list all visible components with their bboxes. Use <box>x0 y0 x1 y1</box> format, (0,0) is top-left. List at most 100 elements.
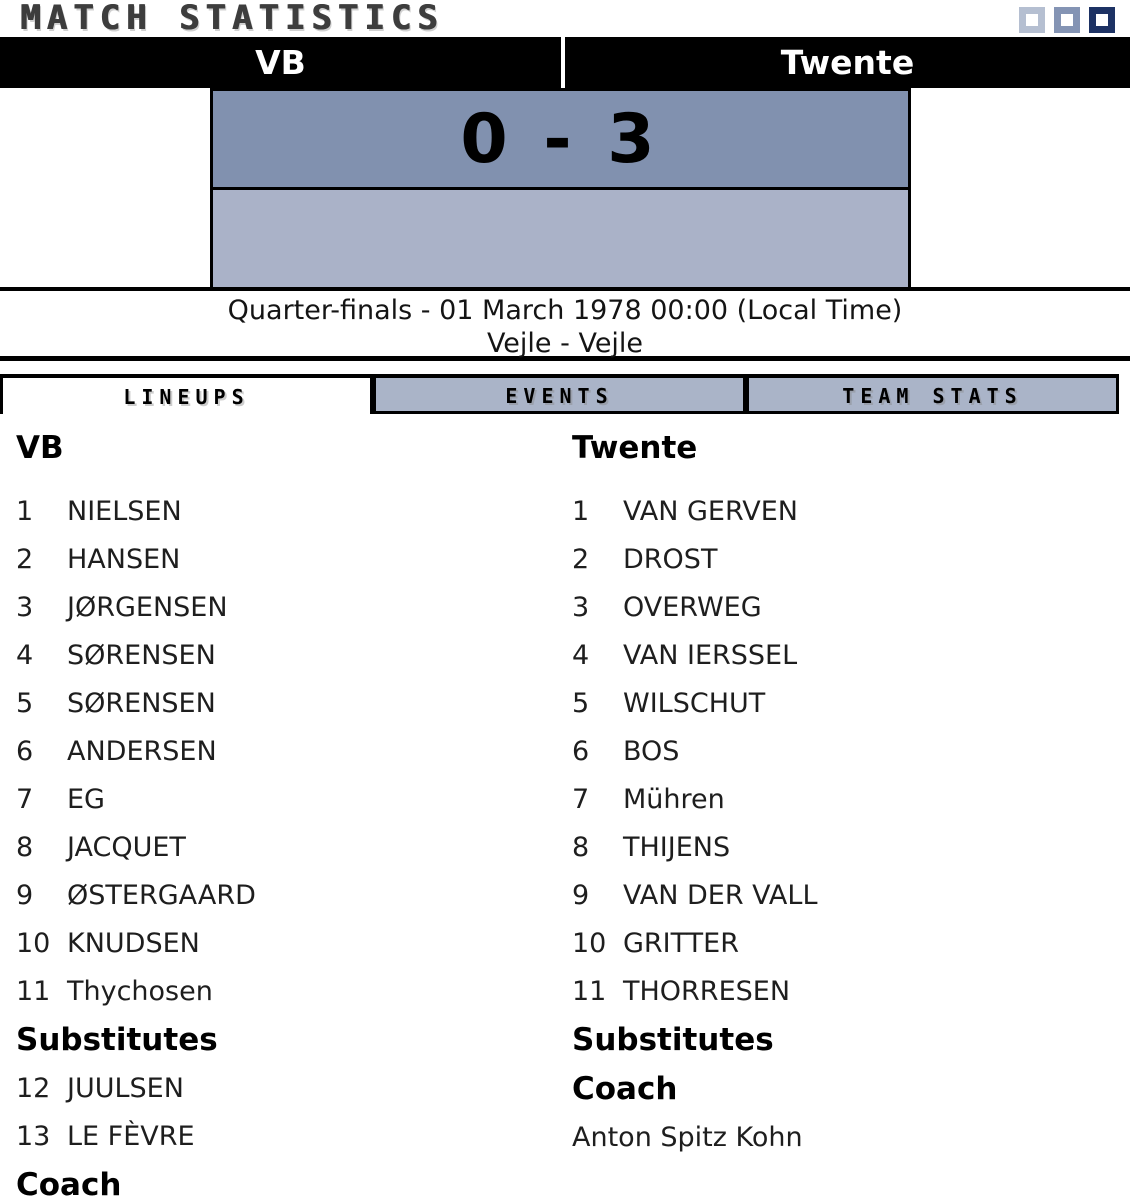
home-lineup-column: VB 1 NIELSEN 2 HANSEN 3 JØRGENSEN 4 SØRENSEN 5 SØ… <box>16 430 572 1200</box>
player-number: 9 <box>16 879 34 911</box>
player-name: VAN DER VALL <box>623 879 818 911</box>
player-name: DROST <box>623 543 718 575</box>
score-area: 0 - 3 <box>0 88 1130 287</box>
player-number: 13 <box>16 1120 51 1152</box>
player-name: GRITTER <box>623 927 739 959</box>
player-number: 12 <box>16 1072 51 1104</box>
player-row: 11 THORRESEN <box>572 967 1128 1015</box>
player-row: 4 SØRENSEN <box>16 631 572 679</box>
square-icon-dark[interactable] <box>1089 7 1115 33</box>
player-number: 10 <box>572 927 607 959</box>
player-name: SØRENSEN <box>67 687 216 719</box>
lineups-panel: VB 1 NIELSEN 2 HANSEN 3 JØRGENSEN 4 SØRENSEN 5 SØ… <box>0 414 1130 1200</box>
player-row: 9 VAN DER VALL <box>572 871 1128 919</box>
player-row: 10 KNUDSEN <box>16 919 572 967</box>
home-substitutes: 12 JUULSEN 13 LE FÈVRE <box>16 1064 572 1160</box>
away-team-name: Twente <box>565 37 1130 88</box>
player-name: LE FÈVRE <box>67 1120 195 1152</box>
tab-lineups[interactable]: LINEUPS <box>0 378 373 414</box>
home-substitutes-header: Substitutes <box>16 1021 218 1058</box>
player-number: 6 <box>16 735 34 767</box>
player-row: 13 LE FÈVRE <box>16 1112 572 1160</box>
player-row: 4 VAN IERSSEL <box>572 631 1128 679</box>
player-name: VAN GERVEN <box>623 495 798 527</box>
player-row: 10 GRITTER <box>572 919 1128 967</box>
player-row: 1 VAN GERVEN <box>572 487 1128 535</box>
player-number: 4 <box>572 639 590 671</box>
player-number: 5 <box>572 687 590 719</box>
player-row: 12 JUULSEN <box>16 1064 572 1112</box>
player-row: 6 BOS <box>572 727 1128 775</box>
player-number: 3 <box>16 591 34 623</box>
team-bar: VB Twente <box>0 37 1130 88</box>
player-name: HANSEN <box>67 543 181 575</box>
away-players: 1 VAN GERVEN 2 DROST 3 OVERWEG 4 VAN IERSSEL 5 WI… <box>572 487 1128 1015</box>
player-number: 7 <box>572 783 590 815</box>
player-name: OVERWEG <box>623 591 762 623</box>
away-lineup-team-header: Twente <box>572 430 698 466</box>
window-squares <box>1019 7 1115 33</box>
player-number: 2 <box>16 543 34 575</box>
player-row: 3 JØRGENSEN <box>16 583 572 631</box>
player-number: 7 <box>16 783 34 815</box>
player-number: 1 <box>16 495 34 527</box>
player-name: JUULSEN <box>67 1072 184 1104</box>
team-bar-divider <box>561 37 565 88</box>
player-name: ØSTERGAARD <box>67 879 256 911</box>
score-box: 0 - 3 <box>210 88 911 287</box>
player-name: NIELSEN <box>67 495 182 527</box>
home-team-name: VB <box>0 37 561 88</box>
player-number: 2 <box>572 543 590 575</box>
player-name: ANDERSEN <box>67 735 217 767</box>
player-row: 7 EG <box>16 775 572 823</box>
away-coach-header: Coach <box>572 1070 678 1107</box>
player-name: KNUDSEN <box>67 927 200 959</box>
player-row: 2 HANSEN <box>16 535 572 583</box>
player-number: 9 <box>572 879 590 911</box>
horizontal-rule-bottom <box>0 356 1130 361</box>
horizontal-rule-top <box>0 287 1130 291</box>
home-coach-header: Coach <box>16 1166 122 1200</box>
player-number: 8 <box>572 831 590 863</box>
away-lineup-column: Twente 1 VAN GERVEN 2 DROST 3 OVERWEG 4 VAN IER… <box>572 430 1128 1200</box>
player-number: 10 <box>16 927 51 959</box>
match-venue-line: Vejle - Vejle <box>486 328 644 359</box>
away-substitutes-header: Substitutes <box>572 1021 774 1058</box>
player-row: 6 ANDERSEN <box>16 727 572 775</box>
player-name: Thychosen <box>67 975 213 1007</box>
player-row: 3 OVERWEG <box>572 583 1128 631</box>
tab-team-stats[interactable]: TEAM STATS <box>746 378 1119 414</box>
home-players: 1 NIELSEN 2 HANSEN 3 JØRGENSEN 4 SØRENSEN 5 SØREN… <box>16 487 572 1015</box>
player-number: 6 <box>572 735 590 767</box>
tab-events[interactable]: EVENTS <box>373 378 746 414</box>
score-box-lower-panel <box>213 190 908 287</box>
player-row: 8 THIJENS <box>572 823 1128 871</box>
player-number: 1 <box>572 495 590 527</box>
player-name: THORRESEN <box>623 975 791 1007</box>
square-icon-light[interactable] <box>1019 7 1045 33</box>
player-name: Mühren <box>623 783 725 815</box>
square-icon-medium[interactable] <box>1054 7 1080 33</box>
player-number: 4 <box>16 639 34 671</box>
player-row: 5 WILSCHUT <box>572 679 1128 727</box>
tab-bar: LINEUPS EVENTS TEAM STATS <box>0 374 1119 414</box>
player-row: 11 Thychosen <box>16 967 572 1015</box>
player-number: 11 <box>572 975 607 1007</box>
tab-gap <box>0 361 1130 374</box>
player-number: 11 <box>16 975 51 1007</box>
player-row: 1 NIELSEN <box>16 487 572 535</box>
player-row: 9 ØSTERGAARD <box>16 871 572 919</box>
player-name: SØRENSEN <box>67 639 216 671</box>
player-row: 8 JACQUET <box>16 823 572 871</box>
match-score: 0 - 3 <box>213 91 908 190</box>
player-row: 5 SØRENSEN <box>16 679 572 727</box>
player-name: EG <box>67 783 105 815</box>
player-name: THIJENS <box>623 831 731 863</box>
player-number: 3 <box>572 591 590 623</box>
player-name: WILSCHUT <box>623 687 766 719</box>
match-round-line: Quarter-finals - 01 March 1978 00:00 (Lo… <box>227 295 903 326</box>
title-row: MATCH STATISTICS <box>0 0 1130 37</box>
player-number: 8 <box>16 831 34 863</box>
player-name: BOS <box>623 735 680 767</box>
